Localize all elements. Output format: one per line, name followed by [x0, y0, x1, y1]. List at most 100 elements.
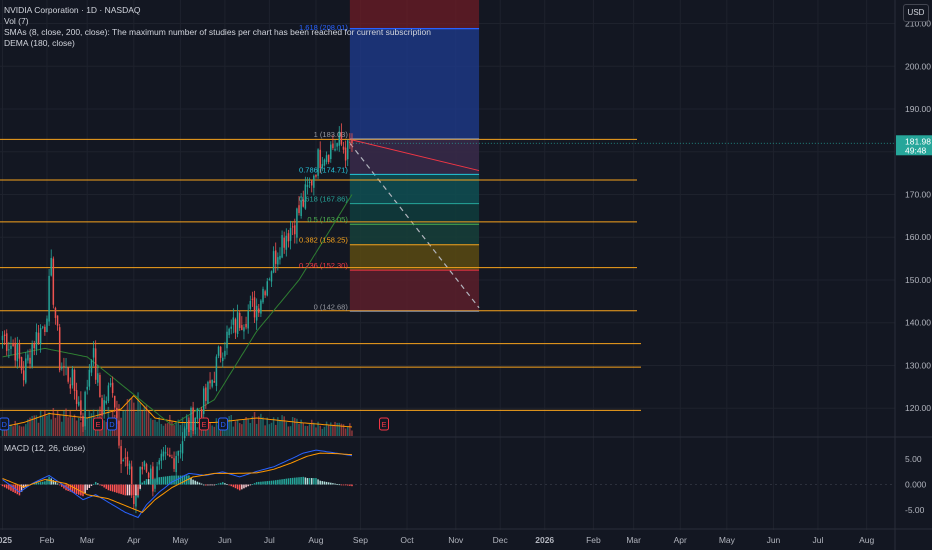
dema-legend[interactable]: DEMA (180, close) [4, 38, 75, 48]
volume-bar [162, 425, 165, 436]
volume-bar [251, 416, 254, 436]
macd-histogram-bar [86, 484, 88, 490]
candle-body [186, 422, 188, 430]
volume-bar [105, 421, 108, 436]
candle-body [349, 141, 351, 143]
volume-bar [67, 417, 69, 436]
volume-bar [346, 426, 349, 436]
vol-legend[interactable]: Vol (7) [4, 16, 29, 26]
macd-histogram-bar [46, 479, 48, 485]
candle-body [20, 357, 23, 371]
macd-histogram-bar [190, 477, 192, 485]
time-tick-label: May [719, 535, 736, 545]
candle-body [135, 493, 137, 507]
candle-body [48, 275, 50, 322]
time-axis[interactable]: 2025 Feb Mar Apr May Jun Jul Aug Sep Oct Nov Dec 202… [0, 535, 874, 545]
candle-body [107, 385, 110, 401]
macd-histogram-bar [58, 484, 61, 486]
candle-body [160, 453, 163, 461]
candle-body [14, 342, 16, 361]
sma-line [2, 194, 353, 426]
volume-bar [213, 426, 216, 436]
candle-body [306, 185, 309, 187]
sma-legend[interactable]: SMAs (8, close, 200, close): The maximum… [4, 27, 431, 37]
volume-bar [351, 430, 353, 436]
volume-bar [65, 408, 67, 436]
candle-body [262, 288, 264, 303]
macd-histogram-bar [215, 484, 218, 486]
candle-body [67, 367, 69, 382]
macd-legend[interactable]: MACD (12, 26, close) [4, 443, 86, 453]
candle-body [317, 149, 319, 176]
price-tick-label: 200.00 [905, 61, 931, 71]
macd-histogram-bar [217, 483, 220, 485]
candle-body [3, 334, 6, 336]
candle-body [69, 384, 72, 389]
candle-body [63, 366, 65, 368]
event-marker-label: D [220, 420, 226, 429]
candle-body [253, 297, 256, 318]
macd-histogram-bar [150, 479, 152, 485]
volume-bar [236, 419, 239, 436]
volume-bar [150, 418, 152, 436]
candle-body [92, 348, 95, 358]
candle-body [232, 317, 235, 325]
volume-bar [124, 409, 127, 436]
macd-histogram-bar [255, 482, 258, 485]
macd-histogram-bar [171, 475, 173, 485]
time-tick-label: Feb [586, 535, 601, 545]
candle-body [222, 357, 224, 362]
macd-histogram-bar [50, 478, 52, 485]
volume-bar [300, 419, 302, 436]
fib-zone [349, 224, 480, 245]
time-tick-label: Jun [767, 535, 781, 545]
macd-histogram-bar [56, 483, 59, 485]
currency-button[interactable]: USD [903, 4, 929, 22]
price-axis[interactable]: 120.00130.00140.00150.00160.00170.00180.… [905, 19, 931, 414]
volume-bar [126, 399, 129, 436]
macd-histogram-bar [274, 480, 277, 485]
volume-bar [5, 429, 8, 436]
volume-bar [8, 426, 10, 436]
volume-bar [52, 408, 55, 436]
event-marker [106, 417, 117, 431]
volume-bar [164, 423, 167, 436]
macd-histogram-bar [344, 484, 347, 486]
volume-bar [334, 421, 336, 436]
time-tick-label: Jun [218, 535, 232, 545]
event-marker-label: E [381, 420, 386, 429]
position-tool[interactable] [349, 0, 480, 312]
macd-histogram-bar [234, 484, 237, 489]
macd-histogram-bar [61, 484, 63, 487]
macd-histogram-bar [156, 478, 158, 485]
candle-body [101, 398, 103, 416]
candle-body [300, 200, 302, 217]
volume-bar [16, 423, 19, 436]
volume-bar [272, 417, 275, 436]
macd-histogram-bar [283, 478, 285, 485]
macd-axis[interactable]: 5.00 0.000 -5.00 [905, 454, 927, 515]
chart-legend: NVIDIA Corporation · 1D · NASDAQ Vol (7)… [4, 5, 431, 49]
volume-bar [332, 424, 334, 436]
volume-bar [169, 414, 171, 436]
symbol-title[interactable]: NVIDIA Corporation · 1D · NASDAQ [4, 5, 141, 15]
candle-body [118, 420, 120, 446]
candle-body [5, 333, 8, 351]
fib-label: 0.5 (163.05) [307, 215, 348, 224]
fib-label: 0.236 (152.30) [299, 261, 348, 270]
macd-histogram-bar [266, 481, 268, 485]
macd-histogram-bar [44, 481, 46, 485]
macd-histogram-bar [90, 484, 93, 486]
macd-histogram-bar [73, 484, 76, 494]
candle-body [41, 326, 44, 328]
volume-bar [228, 416, 230, 436]
macd-histogram-bar [99, 484, 101, 486]
signal-line [2, 452, 353, 513]
macd-histogram-bar [247, 484, 249, 487]
horizontal-levels[interactable] [0, 138, 895, 411]
macd-histogram-bar [313, 478, 315, 485]
candle-body [289, 227, 292, 241]
candle-body [61, 367, 63, 369]
